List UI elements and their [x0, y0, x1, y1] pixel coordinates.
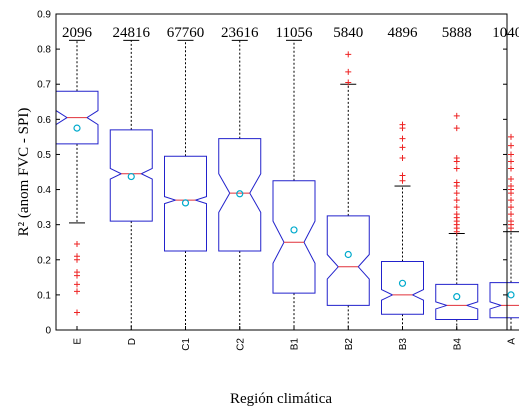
outlier-marker [508, 211, 514, 218]
box-body [272, 180, 316, 294]
y-tick-label: 0 [45, 326, 51, 337]
count-label-e: 2096 [62, 25, 93, 41]
y-tick-label: 0.6 [37, 115, 51, 126]
plot-marks [55, 39, 519, 331]
mean-marker [73, 124, 81, 132]
outlier-marker [74, 309, 80, 316]
mean-marker [290, 226, 298, 234]
count-label-c2: 23616 [221, 25, 259, 41]
y-tick-label: 0.3 [37, 220, 51, 231]
box-body [218, 138, 262, 252]
box-body [435, 283, 479, 320]
outlier-marker [453, 112, 460, 119]
y-tick-label: 0.4 [37, 185, 51, 196]
outlier-marker [399, 121, 406, 128]
count-label-b3: 4896 [388, 25, 419, 41]
box-c2 [218, 39, 262, 331]
box-b2 [326, 51, 370, 331]
outlier-marker [399, 172, 406, 179]
outlier-marker [453, 165, 460, 172]
outlier-marker [74, 240, 80, 247]
outlier-marker [345, 51, 352, 58]
outlier-marker [453, 125, 460, 132]
outlier-marker [74, 288, 80, 295]
count-label-b2: 5840 [333, 25, 363, 41]
box-body [164, 155, 207, 252]
outlier-marker [453, 197, 460, 204]
box-body [109, 129, 153, 222]
outlier-marker [453, 211, 460, 218]
y-tick-label: 0.1 [37, 290, 51, 301]
outlier-marker [508, 176, 514, 183]
mean-marker [453, 293, 461, 301]
outlier-marker [74, 281, 80, 288]
outlier-marker [453, 179, 460, 186]
box-b1 [272, 39, 316, 331]
plot-frame [55, 13, 508, 331]
x-tick-label-e: E [73, 338, 84, 345]
box-b3 [381, 121, 424, 331]
box-a [489, 133, 519, 331]
outlier-marker [453, 204, 460, 211]
y-axis-title: R² (anom FVC - SPI) [16, 108, 32, 237]
outlier-marker [508, 133, 514, 140]
outlier-marker [508, 183, 514, 190]
x-tick-label-c1: C1 [181, 338, 192, 351]
count-label-b1: 11056 [276, 25, 313, 41]
y-axis-ticks: 0 0.1 0.2 0.3 0.4 0.5 0.6 0.7 0.8 0.9 [37, 10, 507, 337]
box-e [55, 39, 99, 316]
mean-marker [507, 291, 515, 299]
x-tick-label-b3: B3 [398, 338, 409, 351]
outlier-marker [508, 165, 514, 172]
count-label-d: 24816 [113, 25, 151, 41]
x-tick-label-b2: B2 [344, 338, 355, 351]
outlier-marker [508, 151, 514, 158]
box-body [381, 261, 424, 315]
outlier-marker [399, 144, 406, 151]
mean-marker [398, 279, 407, 287]
mean-marker [181, 199, 190, 207]
x-tick-label-c2: C2 [235, 338, 246, 351]
outlier-marker [508, 197, 514, 204]
box-c1 [164, 39, 207, 331]
box-body [489, 282, 519, 319]
y-tick-label: 0.5 [37, 150, 51, 161]
outlier-marker [74, 269, 80, 276]
box-d [109, 39, 153, 331]
mean-marker [344, 250, 352, 259]
count-label-a: 10400 [492, 25, 519, 41]
outlier-marker [508, 204, 514, 211]
mean-marker [236, 190, 244, 198]
outlier-marker [508, 218, 514, 225]
count-labels: 2096 24816 67760 23616 11056 5840 4896 5888 1040… [62, 25, 519, 41]
y-tick-label: 0.2 [37, 255, 51, 266]
x-axis-ticks: E D C1 C2 B1 B2 B3 B4 A [73, 326, 518, 351]
x-tick-label-b1: B1 [290, 338, 301, 351]
count-label-c1: 67760 [167, 25, 205, 41]
y-tick-label: 0.9 [37, 10, 51, 21]
outlier-marker [74, 253, 80, 260]
x-tick-label-d: D [127, 338, 138, 345]
outlier-marker [345, 68, 352, 75]
box-b4 [435, 112, 479, 331]
x-tick-label-a: A [507, 338, 518, 345]
outlier-marker [399, 135, 406, 142]
outlier-marker [508, 142, 514, 149]
x-tick-label-b4: B4 [452, 338, 463, 351]
y-tick-label: 0.8 [37, 45, 51, 56]
box-body [55, 90, 99, 145]
mean-marker [127, 172, 135, 181]
outlier-marker [399, 154, 406, 161]
count-label-b4: 5888 [442, 25, 472, 41]
outlier-marker [508, 158, 514, 165]
outlier-marker [399, 177, 406, 184]
box-body [326, 215, 370, 306]
y-tick-label: 0.7 [37, 80, 51, 91]
outlier-marker [453, 154, 460, 161]
outlier-marker [345, 79, 352, 86]
x-axis-title: Región climática [230, 391, 332, 407]
outlier-marker [453, 190, 460, 197]
